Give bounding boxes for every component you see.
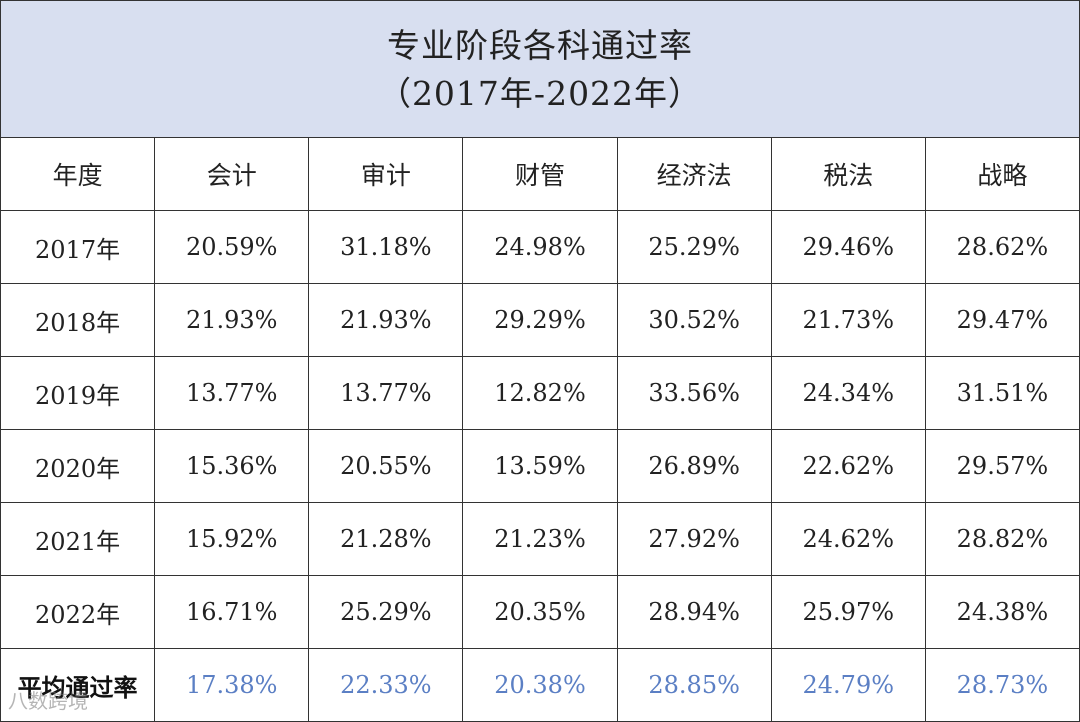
- value-cell: 33.56%: [616, 356, 772, 430]
- value-cell: 24.62%: [770, 502, 926, 576]
- title-band: 专业阶段各科通过率 （2017年-2022年）: [0, 0, 1080, 138]
- value-cell: 22.62%: [770, 429, 926, 503]
- value-cell: 12.82%: [462, 356, 618, 430]
- value-cell: 28.62%: [924, 210, 1080, 284]
- row-label: 2021年: [0, 502, 156, 576]
- pass-rate-table: 年度 会计 审计 财管 经济法 税法 战略 2017年 20.59% 31.18% 24.98% 2…: [0, 137, 1080, 722]
- header-cell: 财管: [462, 137, 618, 211]
- value-cell: 24.79%: [770, 648, 926, 722]
- value-cell: 29.47%: [924, 283, 1080, 357]
- row-label: 2018年: [0, 283, 156, 357]
- value-cell: 21.28%: [308, 502, 464, 576]
- value-cell: 26.89%: [616, 429, 772, 503]
- value-cell: 13.77%: [154, 356, 310, 430]
- corner-watermark: 八数跨境: [8, 689, 88, 713]
- table-row: 2017年 20.59% 31.18% 24.98% 25.29% 29.46% 28.62…: [0, 210, 1080, 284]
- table-row: 2018年 21.93% 21.93% 29.29% 30.52% 21.73% 29.47…: [0, 283, 1080, 357]
- value-cell: 30.52%: [616, 283, 772, 357]
- value-cell: 29.57%: [924, 429, 1080, 503]
- table-row: 2022年 16.71% 25.29% 20.35% 28.94% 25.97% 24.38…: [0, 575, 1080, 649]
- row-label: 平均通过率: [0, 648, 156, 722]
- value-cell: 21.93%: [154, 283, 310, 357]
- value-cell: 25.29%: [308, 575, 464, 649]
- row-label: 2019年: [0, 356, 156, 430]
- value-cell: 21.73%: [770, 283, 926, 357]
- value-cell: 17.38%: [154, 648, 310, 722]
- row-label: 2020年: [0, 429, 156, 503]
- value-cell: 28.82%: [924, 502, 1080, 576]
- header-cell: 会计: [154, 137, 310, 211]
- value-cell: 24.98%: [462, 210, 618, 284]
- table-row: 平均通过率 17.38% 22.33% 20.38% 28.85% 24.79% 28.73…: [0, 648, 1080, 722]
- value-cell: 28.85%: [616, 648, 772, 722]
- header-row: 年度 会计 审计 财管 经济法 税法 战略: [0, 137, 1080, 211]
- row-label: 2017年: [0, 210, 156, 284]
- value-cell: 31.18%: [308, 210, 464, 284]
- value-cell: 20.35%: [462, 575, 618, 649]
- value-cell: 28.94%: [616, 575, 772, 649]
- value-cell: 15.92%: [154, 502, 310, 576]
- header-cell: 年度: [0, 137, 156, 211]
- value-cell: 21.23%: [462, 502, 618, 576]
- value-cell: 15.36%: [154, 429, 310, 503]
- value-cell: 20.59%: [154, 210, 310, 284]
- header-cell: 战略: [924, 137, 1080, 211]
- table-body: 2017年 20.59% 31.18% 24.98% 25.29% 29.46% 28.62…: [0, 210, 1080, 722]
- value-cell: 24.34%: [770, 356, 926, 430]
- value-cell: 24.38%: [924, 575, 1080, 649]
- value-cell: 22.33%: [308, 648, 464, 722]
- table-row: 2019年 13.77% 13.77% 12.82% 33.56% 24.34% 31.51…: [0, 356, 1080, 430]
- value-cell: 25.97%: [770, 575, 926, 649]
- chart-subtitle: （2017年-2022年）: [377, 73, 703, 113]
- value-cell: 16.71%: [154, 575, 310, 649]
- value-cell: 31.51%: [924, 356, 1080, 430]
- value-cell: 13.59%: [462, 429, 618, 503]
- value-cell: 27.92%: [616, 502, 772, 576]
- value-cell: 20.55%: [308, 429, 464, 503]
- row-label: 2022年: [0, 575, 156, 649]
- header-cell: 审计: [308, 137, 464, 211]
- value-cell: 21.93%: [308, 283, 464, 357]
- chart-title: 专业阶段各科通过率: [387, 25, 693, 65]
- value-cell: 28.73%: [924, 648, 1080, 722]
- value-cell: 20.38%: [462, 648, 618, 722]
- value-cell: 29.29%: [462, 283, 618, 357]
- header-cell: 税法: [770, 137, 926, 211]
- value-cell: 29.46%: [770, 210, 926, 284]
- table-row: 2020年 15.36% 20.55% 13.59% 26.89% 22.62% 29.57…: [0, 429, 1080, 503]
- table-row: 2021年 15.92% 21.28% 21.23% 27.92% 24.62% 28.82…: [0, 502, 1080, 576]
- value-cell: 13.77%: [308, 356, 464, 430]
- header-cell: 经济法: [616, 137, 772, 211]
- value-cell: 25.29%: [616, 210, 772, 284]
